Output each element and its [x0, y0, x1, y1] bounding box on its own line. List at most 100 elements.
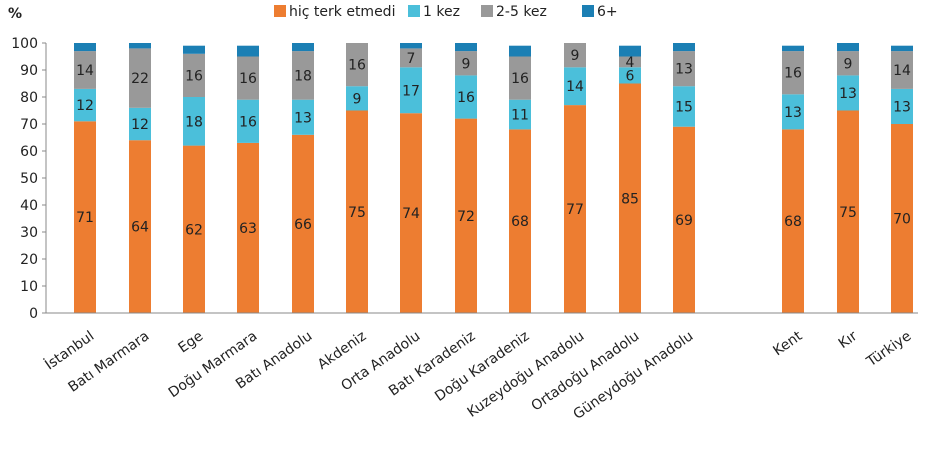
y-tick-label: 50 — [20, 171, 38, 187]
data-label: 22 — [131, 71, 149, 87]
bar-segment — [346, 43, 368, 87]
data-label: 17 — [402, 83, 420, 99]
legend-item: 1 kez — [408, 4, 460, 20]
bar-segment — [837, 110, 859, 313]
bar-segment — [346, 110, 368, 313]
bar-segment — [782, 129, 804, 313]
legend-label: 2-5 kez — [496, 4, 547, 20]
y-unit-label: % — [8, 6, 22, 22]
bar-segment — [782, 45, 804, 52]
x-tick-label: Kır — [836, 328, 861, 352]
data-label: 6 — [626, 68, 635, 84]
legend: hiç terk etmedi 1 kez 2-5 kez 6+ — [274, 4, 618, 20]
data-label: 7 — [407, 51, 416, 67]
bar-segment — [782, 51, 804, 95]
bar-segment — [400, 113, 422, 313]
data-label: 12 — [76, 98, 94, 114]
data-label: 62 — [185, 222, 203, 238]
bar-segment — [837, 75, 859, 111]
bar-stack: 68 13 16 — [782, 45, 804, 313]
data-label: 16 — [239, 114, 257, 130]
bar-segment — [509, 56, 531, 100]
y-tick-label: 90 — [20, 63, 38, 79]
data-label: 70 — [893, 212, 911, 228]
data-label: 77 — [566, 202, 584, 218]
bar-segment — [564, 43, 586, 68]
bar-segment — [400, 48, 422, 68]
bar-stack: 70 13 14 — [891, 45, 913, 313]
bar-stack: 62 18 16 — [183, 45, 205, 313]
y-tick-label: 30 — [20, 225, 38, 241]
bar-segment — [74, 43, 96, 52]
bar-segment — [619, 45, 641, 57]
data-label: 75 — [839, 205, 857, 221]
y-tick-label: 0 — [29, 306, 38, 322]
y-tick-label: 10 — [20, 279, 38, 295]
legend-label: 6+ — [597, 4, 618, 20]
data-label: 14 — [566, 79, 584, 95]
legend-item: 6+ — [582, 4, 618, 20]
bar-segment — [346, 86, 368, 111]
bar-segment — [129, 140, 151, 313]
data-label: 16 — [185, 68, 203, 84]
data-label: 16 — [239, 71, 257, 87]
data-label: 13 — [784, 105, 802, 121]
data-label: 9 — [844, 56, 853, 72]
data-label: 75 — [348, 205, 366, 221]
bar-segment — [129, 48, 151, 108]
data-label: 18 — [294, 68, 312, 84]
data-label: 66 — [294, 217, 312, 233]
bar-stack: 69 15 13 — [673, 43, 695, 313]
bar-segment — [400, 43, 422, 49]
y-tick-label: 100 — [11, 36, 38, 52]
data-label: 13 — [675, 62, 693, 78]
bar-segment — [673, 43, 695, 52]
bar-segment — [237, 142, 259, 313]
bar-segment — [129, 43, 151, 49]
bar-segment — [400, 67, 422, 114]
bar-stack: 77 14 9 — [564, 43, 586, 313]
bar-segment — [292, 51, 314, 100]
bar-segment — [183, 53, 205, 97]
y-tick-label: 60 — [20, 144, 38, 160]
x-tick-label: Ege — [176, 328, 207, 356]
bar-segment — [837, 43, 859, 52]
data-label: 15 — [675, 99, 693, 115]
bar-segment — [455, 118, 477, 313]
bar-segment — [183, 45, 205, 54]
legend-item: hiç terk etmedi — [274, 4, 395, 20]
data-label: 9 — [353, 91, 362, 107]
bar-stack: 64 12 22 — [129, 43, 151, 313]
data-label: 69 — [675, 213, 693, 229]
data-label: 9 — [571, 48, 580, 64]
y-tick-label: 40 — [20, 198, 38, 214]
data-label: 16 — [348, 58, 366, 74]
x-tick-label: Doğu Karadeniz — [432, 328, 532, 405]
data-label: 11 — [511, 108, 529, 124]
data-label: 9 — [462, 56, 471, 72]
y-tick-label: 20 — [20, 252, 38, 268]
bar-segment — [292, 134, 314, 313]
bar-stack: 66 13 18 — [292, 43, 314, 313]
bar-segment — [237, 45, 259, 57]
legend-swatch — [274, 5, 286, 17]
y-tick-label: 80 — [20, 90, 38, 106]
legend-swatch — [582, 5, 594, 17]
data-label: 16 — [784, 66, 802, 82]
data-label: 68 — [784, 214, 802, 230]
data-label: 14 — [893, 63, 911, 79]
bar-segment — [891, 124, 913, 313]
bar-segment — [619, 83, 641, 313]
data-label: 16 — [457, 90, 475, 106]
bar-segment — [509, 45, 531, 57]
data-label: 13 — [893, 99, 911, 115]
bar-stack: 68 11 16 — [509, 45, 531, 313]
bar-segment — [74, 88, 96, 122]
bar-stack: 75 9 16 — [346, 43, 368, 313]
bar-segment — [782, 94, 804, 130]
data-label: 14 — [76, 63, 94, 79]
data-label: 72 — [457, 209, 475, 225]
bar-segment — [619, 67, 641, 84]
legend-label: hiç terk etmedi — [289, 4, 395, 20]
data-label: 13 — [294, 110, 312, 126]
